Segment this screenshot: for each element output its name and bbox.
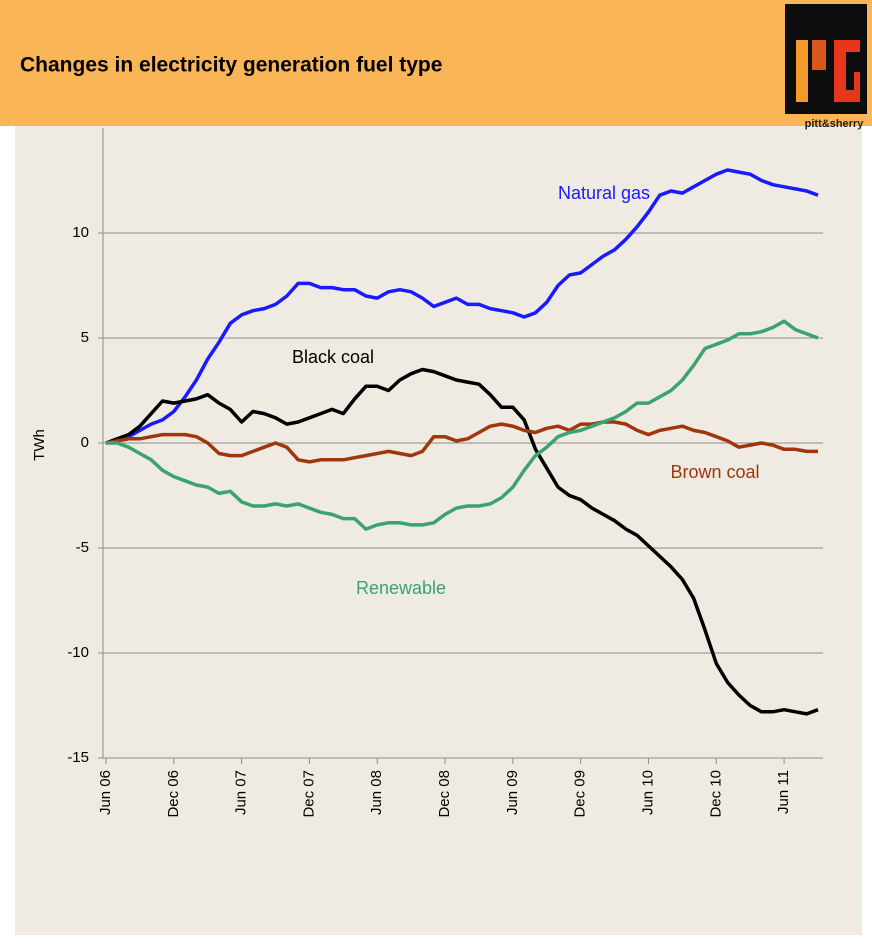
y-tick-label: -10 — [67, 644, 89, 661]
plot-panel — [15, 126, 862, 935]
series-line — [105, 168, 819, 445]
x-tick-label: Jun 08 — [368, 770, 385, 815]
x-tick-label: Dec 07 — [300, 770, 317, 818]
logo-shape — [812, 40, 826, 70]
y-axis-label: TWh — [31, 429, 48, 461]
series-label: Black coal — [292, 347, 374, 367]
series-line — [105, 367, 819, 716]
x-tick-label: Jun 07 — [233, 770, 250, 815]
x-tick-label: Jun 09 — [504, 770, 521, 815]
logo-text: pitt&sherry — [805, 118, 865, 130]
y-tick-label: -15 — [67, 749, 89, 766]
x-tick-label: Dec 06 — [165, 770, 182, 818]
x-tick-label: Jun 11 — [775, 770, 792, 814]
y-tick-label: -5 — [76, 539, 89, 556]
series-label: Renewable — [356, 578, 446, 598]
logo: pitt&sherry — [785, 4, 867, 130]
y-tick-label: 10 — [72, 224, 89, 241]
x-tick-label: Jun 10 — [639, 770, 656, 815]
series-label: Brown coal — [670, 462, 759, 482]
series-label: Natural gas — [558, 183, 650, 203]
logo-shape — [796, 40, 808, 102]
x-tick-label: Dec 08 — [436, 770, 453, 818]
chart-title: Changes in electricity generation fuel t… — [20, 54, 442, 77]
series-line — [105, 420, 818, 464]
x-tick-label: Dec 10 — [707, 770, 724, 818]
logo-shape — [834, 40, 860, 102]
x-tick-label: Jun 06 — [97, 770, 114, 815]
series-line — [106, 319, 819, 531]
y-tick-label: 0 — [81, 434, 89, 451]
header-band — [0, 0, 872, 126]
y-tick-label: 5 — [81, 329, 89, 346]
x-tick-label: Dec 09 — [572, 770, 589, 818]
